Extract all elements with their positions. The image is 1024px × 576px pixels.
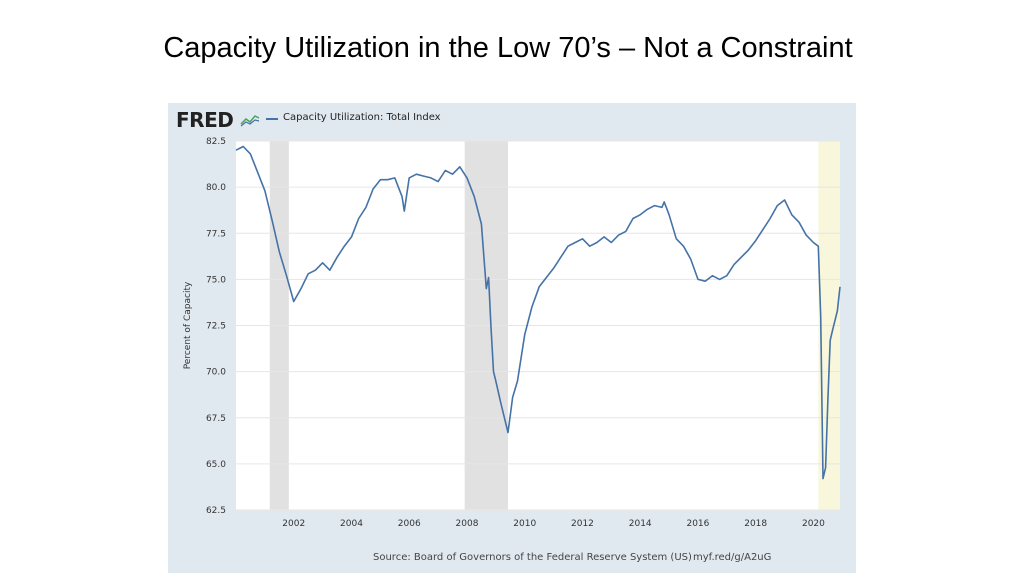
legend-label: Capacity Utilization: Total Index: [283, 112, 441, 123]
fred-chart-panel: 62.5 65.0 67.5 70.0 72.5 75.0 77.5 80.0 82.5 2002…: [168, 103, 856, 573]
y-axis-label: Percent of Capacity: [183, 281, 193, 369]
chart-svg: 62.5 65.0 67.5 70.0 72.5 75.0 77.5 80.0 82.5 2002…: [183, 137, 841, 529]
x-tick-label: 2016: [686, 519, 709, 529]
x-tick-label: 2014: [629, 519, 652, 529]
fred-logo: FRED: [176, 108, 234, 132]
x-tick-label: 2004: [340, 519, 363, 529]
x-tick-label: 2020: [802, 519, 825, 529]
graph-link[interactable]: myf.red/g/A2uG: [693, 552, 772, 563]
slide-title: Capacity Utilization in the Low 70’s – N…: [163, 32, 853, 64]
y-tick-label: 82.5: [206, 137, 226, 147]
y-tick-label: 70.0: [206, 368, 226, 378]
x-tick-label: 2008: [456, 519, 479, 529]
y-tick-label: 80.0: [206, 183, 226, 193]
y-tick-label: 62.5: [206, 506, 226, 516]
x-tick-label: 2012: [571, 519, 594, 529]
y-tick-label: 77.5: [206, 229, 226, 239]
x-tick-label: 2002: [282, 519, 305, 529]
fred-graph-icon: [240, 113, 260, 127]
x-tick-label: 2006: [398, 519, 421, 529]
series-line-1: [235, 145, 841, 480]
legend-line-swatch: [266, 118, 278, 120]
source-text: Source: Board of Governors of the Federa…: [373, 552, 692, 563]
x-tick-label: 2010: [513, 519, 536, 529]
y-tick-label: 75.0: [206, 275, 226, 285]
x-tick-label: 2018: [744, 519, 767, 529]
y-tick-label: 65.0: [206, 460, 226, 470]
y-tick-label: 72.5: [206, 322, 226, 332]
y-tick-label: 67.5: [206, 414, 226, 424]
